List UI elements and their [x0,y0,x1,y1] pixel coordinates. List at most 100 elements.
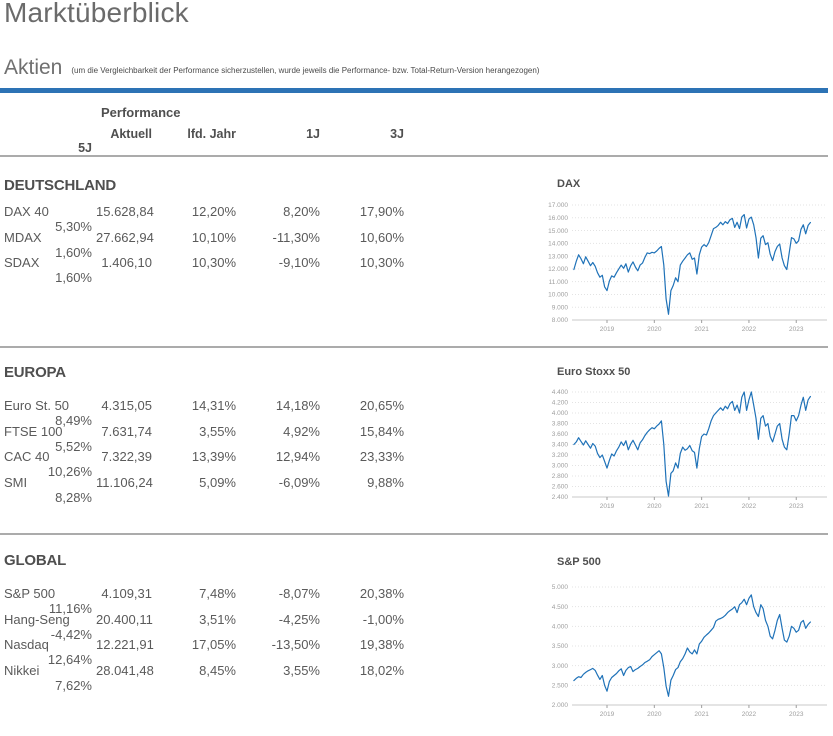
section-title: Aktien [4,56,63,79]
value-cell: 12,20% [191,204,236,219]
value-cell: 4.315,05 [101,398,152,413]
table-row: SDAX 1.406,10 10,30% -9,10% 10,30% 1,60% [4,255,496,285]
value-cell: 8,20% [283,204,320,219]
value-cell: 13,39% [191,449,236,464]
svg-text:12.000: 12.000 [548,266,568,273]
column-header: lfd. Jahr [187,127,236,141]
value-cell: 11.106,24 [96,474,153,490]
value-cell: 3,55% [199,423,236,439]
value-cell: 1,60% [55,244,92,260]
value-cell: 7,48% [199,586,236,601]
value-cell: 14,31% [191,398,236,413]
table-rows-deutschland: DAX 40 15.628,84 12,20% 8,20% 17,90% 5,30% MDA… [4,204,496,285]
value-cell: 15.628,84 [96,204,154,219]
value-cell: 10,30% [359,255,404,270]
svg-text:15.000: 15.000 [548,228,568,235]
value-cell: -8,07% [278,586,320,601]
index-label: SDAX [4,255,40,270]
value-cell: 5,09% [199,474,236,490]
svg-text:5.000: 5.000 [552,584,569,591]
value-cell: 20,65% [359,398,404,413]
svg-text:2019: 2019 [600,326,615,333]
table-row: MDAX 27.662,94 10,10% -11,30% 10,60% 1,60% [4,229,496,260]
value-cell: 4,92% [283,423,320,439]
value-cell: 17,90% [359,204,404,219]
value-cell: 3,55% [283,662,320,678]
table-row: Nikkei 28.041,48 8,45% 3,55% 18,02% 7,62% [4,662,496,693]
value-cell: 10,30% [191,255,236,270]
svg-text:2.800: 2.800 [552,473,569,480]
svg-text:17.000: 17.000 [548,202,568,209]
value-cell: -6,09% [278,474,320,490]
svg-text:2020: 2020 [647,711,662,718]
index-label: DAX 40 [4,204,49,219]
svg-text:2022: 2022 [742,326,757,333]
svg-text:8.000: 8.000 [552,317,569,324]
svg-text:4.000: 4.000 [552,624,569,631]
table-row: Euro St. 50 4.315,05 14,31% 14,18% 20,65% 8,4… [4,398,496,428]
value-cell: -4,42% [50,626,92,642]
section-header: Aktien (um die Vergleichbarkeit der Perf… [4,56,539,80]
svg-text:2021: 2021 [694,326,709,333]
value-cell: 5,52% [55,438,92,454]
value-cell: 10,10% [191,229,236,245]
svg-text:2023: 2023 [789,326,804,333]
svg-text:2.600: 2.600 [552,484,569,491]
divider [0,155,828,157]
value-cell: 27.662,94 [96,229,154,245]
svg-text:2020: 2020 [647,503,662,510]
svg-text:2022: 2022 [742,711,757,718]
value-cell: 10,26% [47,464,92,479]
index-label: Euro St. 50 [4,398,70,413]
table-rows-global: S&P 500 4.109,31 7,48% -8,07% 20,38% 11,16% Ha… [4,586,496,693]
svg-text:3.500: 3.500 [552,643,569,650]
value-cell: -4,25% [278,611,320,627]
chart-dax: DAX 17.000 16.000 15.000 14.000 13.000 12.000… [540,170,832,342]
svg-text:2023: 2023 [789,503,804,510]
value-cell: 20.400,11 [96,611,153,627]
svg-text:2019: 2019 [600,503,615,510]
svg-text:10.000: 10.000 [548,292,568,299]
value-cell: 28.041,48 [96,662,154,678]
value-cell: 9,88% [367,474,404,490]
value-cell: 7.631,74 [101,423,152,439]
svg-text:16.000: 16.000 [548,215,568,222]
value-cell: 8,45% [199,662,236,678]
accent-bar [0,88,828,93]
value-cell: 15,84% [359,423,404,439]
value-cell: 11,16% [48,601,92,616]
svg-text:14.000: 14.000 [548,241,568,248]
table-row: Hang-Seng 20.400,11 3,51% -4,25% -1,00% -4,42… [4,611,496,642]
svg-text:2021: 2021 [694,711,709,718]
svg-text:2019: 2019 [600,711,615,718]
value-cell: 7,62% [55,677,92,693]
table-row: SMI 11.106,24 5,09% -6,09% 9,88% 8,28% [4,474,496,505]
index-label: Nikkei [4,662,40,678]
chart-euro-stoxx-50: Euro Stoxx 50 4.400 4.200 4.000 3.800 3.600 3… [540,358,832,518]
svg-text:2021: 2021 [694,503,709,510]
svg-text:3.800: 3.800 [552,421,569,428]
svg-text:13.000: 13.000 [548,253,568,260]
value-cell: 17,05% [191,637,236,652]
sp500-line-chart: 5.000 4.500 4.000 3.500 3.000 2.500 2.000 2019 2… [540,574,832,725]
chart-title-euro-stoxx: Euro Stoxx 50 [557,366,631,378]
page-title: Marktüberblick [4,0,189,28]
value-cell: -13,50% [271,637,320,652]
table-row: S&P 500 4.109,31 7,48% -8,07% 20,38% 11,16% [4,586,496,616]
svg-text:9.000: 9.000 [552,304,569,311]
svg-text:4.500: 4.500 [552,604,569,611]
svg-text:2.000: 2.000 [552,702,569,709]
value-cell: 12,64% [47,652,92,667]
svg-text:4.400: 4.400 [552,389,569,396]
section-heading-deutschland: DEUTSCHLAND [4,177,116,194]
column-header: Aktuell [110,127,152,141]
chart-sp500: S&P 500 5.000 4.500 4.000 3.500 3.000 2.500 2.… [540,548,832,726]
chart-title-dax: DAX [557,178,581,190]
value-cell: 18,02% [359,662,404,678]
value-cell: 10,60% [359,229,404,245]
svg-text:3.200: 3.200 [552,452,569,459]
value-cell: 12.221,91 [96,637,154,652]
value-cell: 1.406,10 [101,255,152,270]
value-cell: 8,28% [55,489,92,505]
